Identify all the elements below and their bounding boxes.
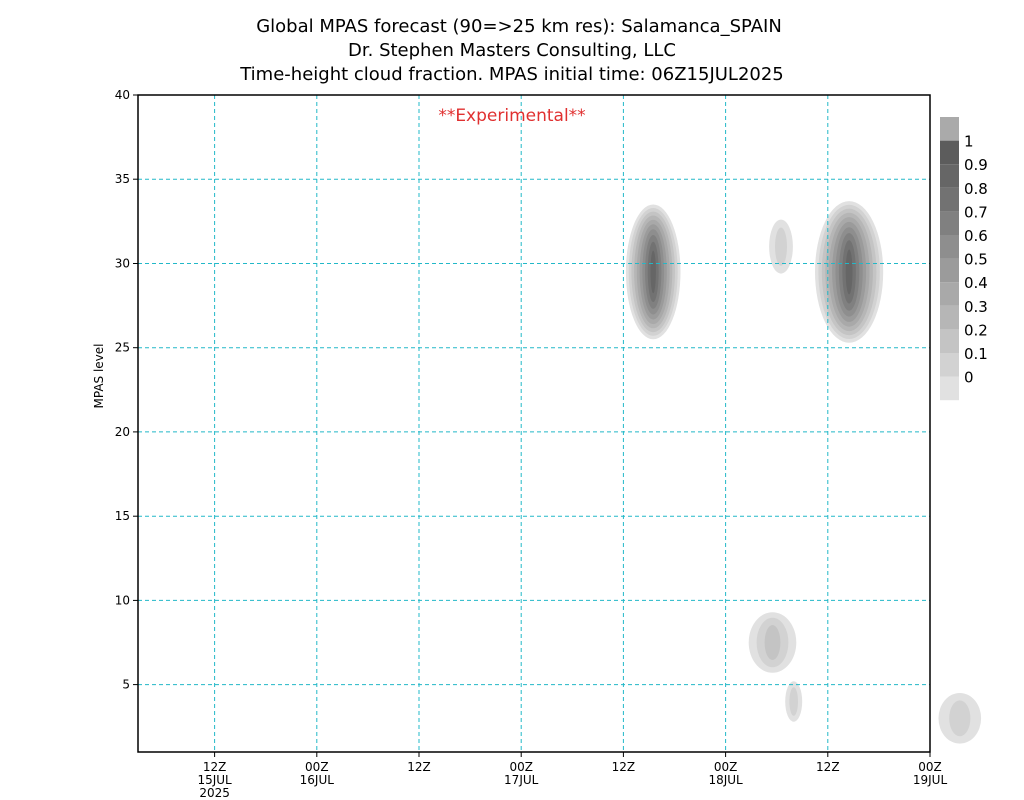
y-tick-label-30: 30 [115,257,130,271]
y-axis: 5 10 15 20 25 30 35 40 [115,88,138,692]
y-tick-label-40: 40 [115,88,130,102]
x-tick-label-90-1: 19JUL [913,773,948,787]
cloud-17jul-low-small-band-1 [789,687,798,716]
cloud-18jul-edge [938,693,982,744]
x-tick-label-6-0: 12Z [203,760,227,774]
colorbar-swatch-4 [940,282,959,306]
x-tick-label-90-0: 00Z [918,760,942,774]
cloud-18jul-edge-band-1 [949,700,971,737]
colorbar-label-10: 1 [964,133,974,151]
colorbar-label-5: 0.5 [964,251,988,269]
cloud-fraction-field [625,201,982,744]
title-line-1: Global MPAS forecast (90=>25 km res): Sa… [256,16,782,37]
y-axis-label: MPAS level [92,344,106,409]
colorbar-swatch-3 [940,305,959,330]
colorbar-label-2: 0.2 [964,321,988,339]
x-tick-label-6-1: 15JUL [197,773,232,787]
y-tick-label-10: 10 [115,593,130,607]
colorbar-label-6: 0.6 [964,227,988,245]
grid-lines [138,95,931,752]
colorbar-label-7: 0.7 [964,203,988,221]
cloud-17jul-upper-small [769,219,793,274]
y-tick-label-25: 25 [115,341,130,355]
colorbar-swatch-5 [940,258,959,283]
cloud-17jul-upper-small-band-1 [775,227,787,266]
plot-frame [137,94,931,753]
colorbar-label-0: 0 [964,369,974,387]
x-tick-label-18-1: 16JUL [300,773,335,787]
x-tick-label-18-0: 00Z [305,760,329,774]
y-tick-label-35: 35 [115,172,130,186]
y-tick-label-5: 5 [122,678,130,692]
cloud-17jul-upper-main-band-9 [845,249,853,295]
cloud-16jul-upper [625,204,681,340]
colorbar-swatch-11 [940,117,959,141]
colorbar-label-8: 0.8 [964,180,988,198]
cloud-17jul-upper-main [815,201,884,343]
colorbar-swatch-7 [940,211,959,235]
cloud-17jul-low-small [785,681,803,722]
x-tick-label-66-1: 18JUL [708,773,743,787]
colorbar-label-1: 0.1 [964,345,988,363]
colorbar-swatch-8 [940,187,959,212]
title-line-3: Time-height cloud fraction. MPAS initial… [239,64,784,85]
colorbar-swatch-6 [940,235,959,259]
cloud-17jul-low [748,612,797,673]
cloud-16jul-upper-band-9 [650,250,656,294]
title-line-2: Dr. Stephen Masters Consulting, LLC [348,40,676,61]
colorbar-label-9: 0.9 [964,156,988,174]
colorbar-swatch-2 [940,329,959,353]
colorbar-swatch-10 [940,140,959,165]
colorbar-swatch-0 [940,376,959,401]
x-tick-label-78-0: 12Z [816,760,840,774]
x-tick-label-54-0: 12Z [612,760,636,774]
colorbar-label-3: 0.3 [964,298,988,316]
colorbar-swatch-1 [940,353,959,377]
colorbar-label-4: 0.4 [964,274,988,292]
chart-title: Global MPAS forecast (90=>25 km res): Sa… [239,16,784,85]
x-tick-label-66-0: 00Z [714,760,738,774]
x-tick-label-42-0: 00Z [509,760,533,774]
cloud-17jul-low-band-2 [764,625,781,660]
colorbar: 0 0.1 0.2 0.3 0.4 0.5 0.6 0.7 0.8 0.9 1 [940,117,988,401]
x-tick-label-30-0: 12Z [407,760,431,774]
experimental-annotation: **Experimental** [438,106,585,126]
colorbar-swatch-9 [940,164,959,188]
y-tick-label-20: 20 [115,425,130,439]
x-tick-label-42-1: 17JUL [504,773,539,787]
x-tick-label-6-2: 2025 [199,786,230,800]
y-tick-label-15: 15 [115,509,130,523]
